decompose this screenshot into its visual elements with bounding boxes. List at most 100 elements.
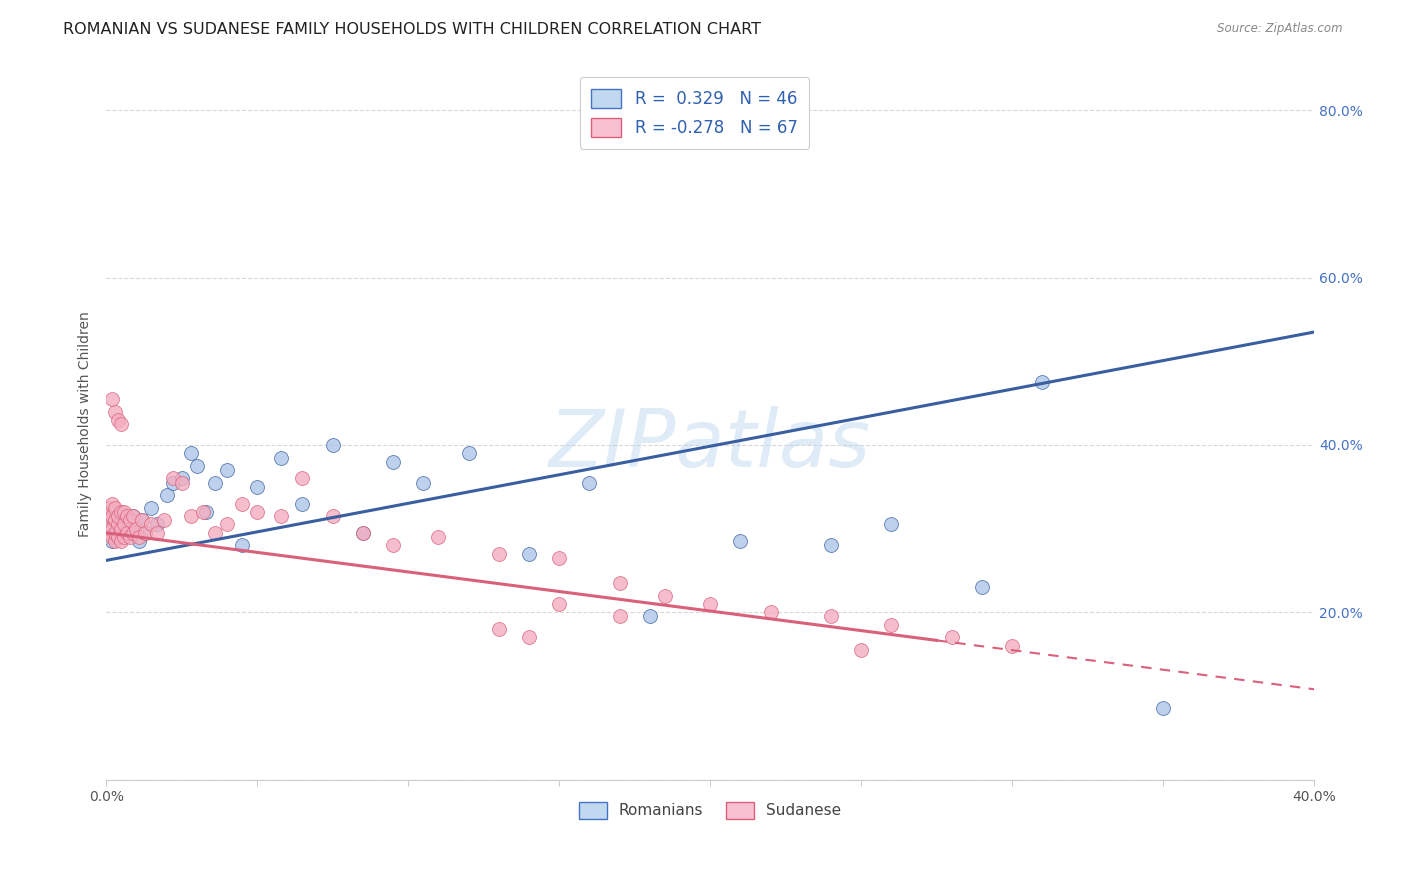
Point (1031, 376, 1053, 390)
Point (170, 475, 193, 490)
Point (110, 505, 132, 519)
Point (101, 522, 124, 536)
Point (578, 475, 600, 490)
Point (215, 517, 238, 532)
Point (107, 509, 129, 524)
Point (270, 450, 292, 465)
Point (134, 525, 156, 540)
Point (131, 513, 153, 527)
Point (107, 517, 129, 532)
Point (609, 576, 631, 591)
Point (152, 513, 174, 527)
Point (110, 522, 132, 536)
Text: ROMANIAN VS SUDANESE FAMILY HOUSEHOLDS WITH CHILDREN CORRELATION CHART: ROMANIAN VS SUDANESE FAMILY HOUSEHOLDS W… (63, 22, 761, 37)
Point (104, 522, 127, 536)
Point (412, 475, 434, 490)
Point (204, 475, 226, 490)
Point (517, 547, 540, 561)
Point (427, 530, 450, 544)
Point (122, 525, 145, 540)
Point (170, 471, 193, 485)
Point (107, 530, 129, 544)
Point (322, 509, 344, 524)
Point (880, 517, 903, 532)
Point (128, 534, 150, 549)
Point (194, 505, 217, 519)
Point (517, 631, 540, 645)
Point (141, 500, 163, 515)
Point (134, 525, 156, 540)
Text: Source: ZipAtlas.com: Source: ZipAtlas.com (1218, 22, 1343, 36)
Point (104, 505, 127, 519)
Point (98, 509, 121, 524)
Point (352, 525, 374, 540)
Point (880, 617, 903, 632)
Point (104, 500, 127, 515)
Point (117, 509, 139, 524)
Point (141, 517, 163, 532)
Point (117, 522, 139, 536)
Point (699, 597, 721, 611)
Point (125, 522, 148, 536)
Point (112, 530, 135, 544)
Point (101, 530, 124, 544)
Point (1152, 701, 1174, 715)
Point (146, 517, 169, 532)
Point (162, 471, 184, 485)
Point (231, 497, 253, 511)
Point (548, 597, 571, 611)
Point (104, 525, 127, 540)
Point (101, 534, 124, 549)
Point (941, 631, 963, 645)
Point (107, 509, 129, 524)
Point (488, 547, 510, 561)
Point (180, 446, 202, 460)
Point (352, 525, 374, 540)
Point (101, 517, 124, 532)
Point (107, 530, 129, 544)
Point (849, 643, 872, 657)
Point (180, 509, 202, 524)
Point (322, 438, 344, 452)
Point (548, 550, 571, 565)
Point (231, 538, 253, 552)
Point (120, 530, 142, 544)
Point (638, 609, 661, 624)
Point (98, 500, 121, 515)
Point (730, 534, 752, 549)
Point (104, 513, 127, 527)
Point (270, 509, 292, 524)
Point (246, 480, 269, 494)
Point (246, 505, 269, 519)
Point (186, 458, 208, 473)
Point (759, 605, 782, 619)
Point (1001, 639, 1024, 653)
Point (382, 538, 405, 552)
Point (117, 525, 139, 540)
Point (128, 530, 150, 544)
Point (112, 513, 135, 527)
Point (291, 471, 314, 485)
Point (609, 609, 631, 624)
Point (162, 475, 184, 490)
Point (488, 622, 510, 636)
Point (122, 509, 145, 524)
Point (110, 417, 132, 431)
Y-axis label: Family Households with Children: Family Households with Children (79, 311, 93, 537)
Point (122, 509, 145, 524)
Point (107, 413, 129, 427)
Point (98, 517, 121, 532)
Point (101, 509, 124, 524)
Point (191, 505, 214, 519)
Point (98, 525, 121, 540)
Point (101, 392, 124, 406)
Point (110, 525, 132, 540)
Point (98, 525, 121, 540)
Point (654, 589, 676, 603)
Point (112, 517, 135, 532)
Point (204, 525, 226, 540)
Point (146, 525, 169, 540)
Point (457, 446, 479, 460)
Point (110, 534, 132, 549)
Point (110, 517, 132, 532)
